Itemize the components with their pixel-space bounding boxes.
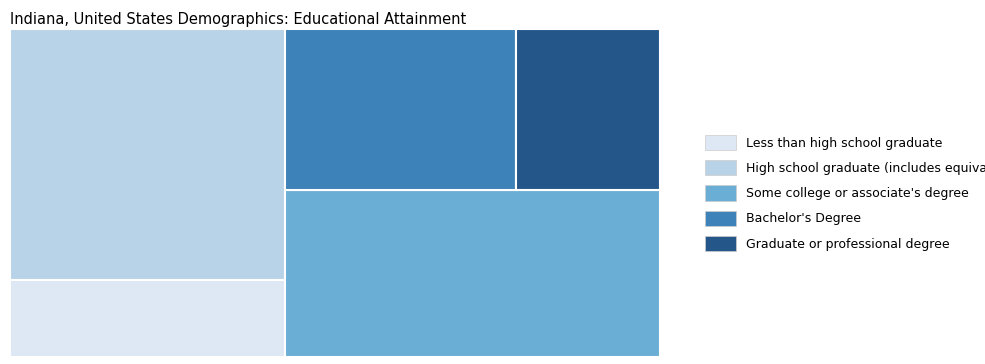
FancyBboxPatch shape bbox=[10, 280, 286, 357]
FancyBboxPatch shape bbox=[515, 29, 660, 190]
FancyBboxPatch shape bbox=[10, 29, 286, 280]
FancyBboxPatch shape bbox=[286, 190, 660, 357]
FancyBboxPatch shape bbox=[286, 29, 515, 190]
Legend: Less than high school graduate, High school graduate (includes equivalency), Som: Less than high school graduate, High sch… bbox=[705, 135, 985, 251]
Text: Indiana, United States Demographics: Educational Attainment: Indiana, United States Demographics: Edu… bbox=[10, 12, 466, 27]
